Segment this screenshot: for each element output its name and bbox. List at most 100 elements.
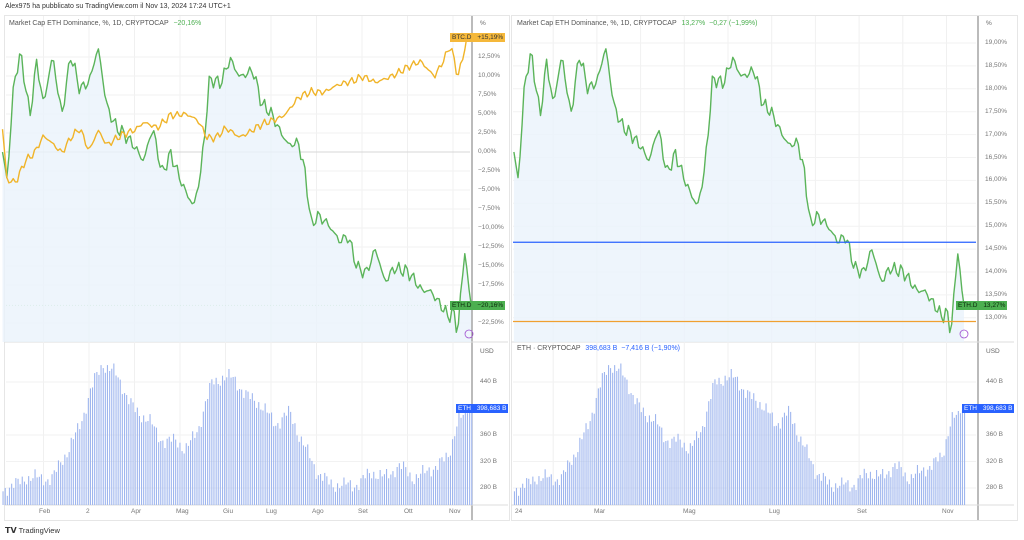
- volume-bar: [53, 470, 55, 505]
- volume-bar: [224, 380, 226, 505]
- x-tick-label: Mag: [176, 508, 189, 515]
- volume-bar: [808, 458, 810, 505]
- right-legend: Market Cap ETH Dominance, %, 1D, CRYPTOC…: [517, 20, 757, 27]
- volume-bar: [591, 412, 593, 505]
- volume-bar: [845, 482, 847, 505]
- volume-bar: [691, 445, 693, 505]
- volume-bar: [777, 423, 779, 505]
- y-tick-label: 16,00%: [985, 176, 1008, 184]
- volume-bar: [655, 414, 657, 505]
- left-volume-tag: ETH 398,683 B: [456, 404, 509, 413]
- volume-bar: [595, 398, 597, 505]
- volume-bar: [882, 469, 884, 505]
- tradingview-logo[interactable]: 𝗧𝗩 TradingView: [5, 526, 60, 535]
- volume-bar: [79, 429, 81, 505]
- volume-bar: [790, 411, 792, 505]
- volume-bar: [32, 478, 34, 505]
- volume-bar: [17, 478, 19, 505]
- volume-bar: [121, 394, 123, 505]
- volume-bar: [349, 480, 351, 505]
- volume-bar: [226, 377, 228, 505]
- volume-bar: [23, 481, 25, 505]
- volume-bar: [343, 477, 345, 505]
- left-volume-unit: USD: [480, 348, 494, 355]
- volume-tick-label: 320 B: [480, 457, 497, 465]
- volume-legend-value: 398,683 B: [585, 345, 618, 352]
- volume-bar: [413, 484, 415, 505]
- volume-bar: [373, 471, 375, 505]
- volume-bar: [415, 474, 417, 505]
- volume-bar: [168, 436, 170, 505]
- volume-bar: [283, 412, 285, 505]
- volume-bar: [675, 441, 677, 505]
- volume-bar: [522, 483, 524, 505]
- volume-bar: [528, 478, 530, 505]
- volume-bar: [773, 426, 775, 505]
- volume-bar: [681, 447, 683, 505]
- volume-bar: [583, 432, 585, 505]
- x-tick-label: Lug: [769, 508, 780, 515]
- volume-bar: [573, 454, 575, 505]
- volume-bar: [268, 413, 270, 505]
- volume-bar: [689, 443, 691, 505]
- volume-bar: [407, 476, 409, 505]
- x-tick-label: Set: [358, 508, 368, 515]
- volume-bar: [456, 426, 458, 505]
- volume-bar: [614, 365, 616, 505]
- volume-bar: [153, 426, 155, 505]
- volume-bar: [589, 421, 591, 505]
- volume-bar: [452, 439, 454, 505]
- volume-bar: [644, 416, 646, 505]
- volume-bar: [328, 484, 330, 505]
- y-tick-label: 10,00%: [478, 72, 501, 79]
- volume-bar: [411, 481, 413, 505]
- volume-bar: [305, 446, 307, 505]
- right-legend-change: −0,27 (−1,99%): [709, 20, 758, 27]
- volume-bar: [322, 480, 324, 505]
- volume-bar: [143, 415, 145, 505]
- volume-bar: [800, 436, 802, 505]
- btc-tag-value: +15,19%: [477, 34, 504, 41]
- volume-bar: [933, 458, 935, 505]
- volume-bar: [685, 451, 687, 505]
- volume-bar: [792, 424, 794, 505]
- volume-bar: [824, 476, 826, 505]
- volume-bar: [209, 383, 211, 505]
- y-tick-label: −10,00%: [478, 224, 504, 231]
- volume-bar: [646, 422, 648, 505]
- volume-bar: [847, 480, 849, 505]
- volume-bar: [532, 476, 534, 505]
- left-legend: Market Cap ETH Dominance, %, 1D, CRYPTOC…: [9, 20, 201, 27]
- volume-bar: [597, 388, 599, 505]
- volume-bar: [253, 400, 255, 505]
- eth-tag-value: −20,16%: [477, 302, 504, 309]
- volume-bar: [608, 365, 610, 505]
- volume-bar: [149, 414, 151, 505]
- volume-bar: [354, 487, 356, 505]
- volume-bar: [708, 401, 710, 505]
- right-legend-title: Market Cap ETH Dominance, %, 1D, CRYPTOC…: [517, 20, 677, 27]
- volume-bar: [424, 473, 426, 505]
- volume-bar: [558, 485, 560, 505]
- volume-bar: [804, 446, 806, 505]
- volume-bar: [524, 488, 526, 505]
- volume-bar: [51, 474, 53, 505]
- volume-bar: [916, 465, 918, 505]
- volume-bar: [642, 407, 644, 505]
- volume-bar: [326, 476, 328, 505]
- volume-bar: [943, 455, 945, 505]
- volume-bar: [117, 377, 119, 505]
- volume-bar: [657, 424, 659, 505]
- volume-bar: [859, 475, 861, 505]
- btc-dominance-line: [1, 35, 472, 184]
- volume-legend-title: ETH · CRYPTOCAP: [517, 345, 581, 352]
- volume-bar: [106, 365, 108, 505]
- volume-bar: [392, 471, 394, 505]
- volume-tick-label: 280 B: [480, 484, 497, 491]
- volume-bar: [959, 413, 961, 505]
- volume-bar: [704, 427, 706, 505]
- volume-bar: [40, 474, 42, 505]
- volume-bar: [624, 377, 626, 505]
- volume-bar: [914, 473, 916, 505]
